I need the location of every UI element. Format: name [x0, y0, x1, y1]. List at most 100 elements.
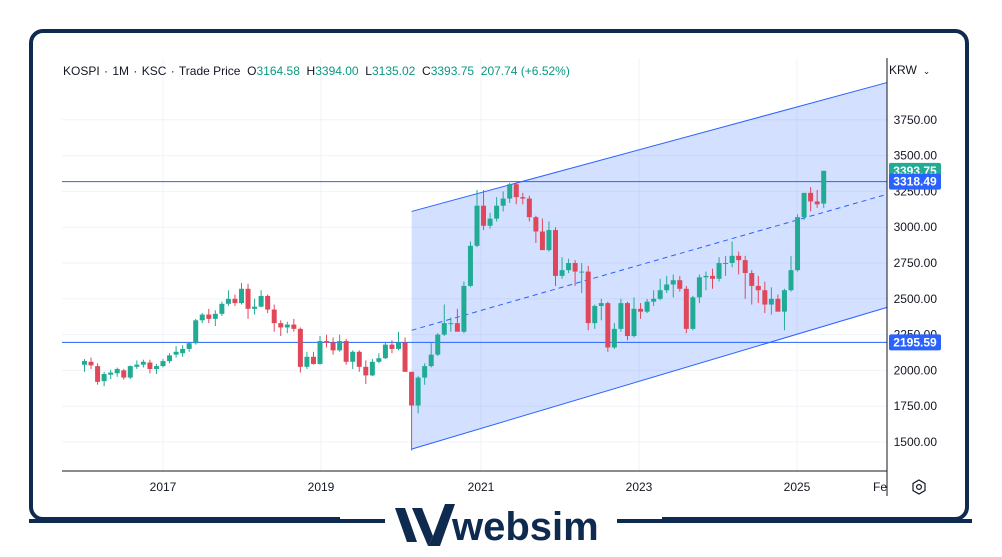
- candle-body: [101, 373, 107, 382]
- y-tick-label: 3000.00: [894, 220, 938, 234]
- chart-frame: [29, 29, 969, 521]
- currency-label: KRW: [889, 63, 917, 77]
- candle-body: [376, 358, 382, 362]
- candle-body: [428, 354, 434, 367]
- candle-body: [415, 377, 421, 406]
- candle-body: [396, 342, 401, 349]
- x-axis-labels: 2017 2019 2021 2023 2025 Fe: [150, 480, 888, 494]
- candle-body: [95, 366, 101, 382]
- candle-body: [206, 314, 212, 319]
- x-tick-label: 2021: [468, 480, 495, 494]
- candle-body: [762, 290, 768, 305]
- candle-body: [467, 245, 473, 286]
- candle-body: [821, 170, 827, 204]
- x-tick-label: 2017: [150, 480, 177, 494]
- candle-body: [487, 218, 493, 226]
- candle-body: [664, 284, 670, 291]
- candle-body: [108, 372, 114, 375]
- open-label: O: [247, 64, 257, 78]
- candle-body: [631, 308, 637, 337]
- candle-body: [369, 361, 375, 376]
- candle-body: [258, 295, 264, 307]
- symbol-label[interactable]: KOSPI: [63, 64, 100, 78]
- candle-body: [618, 303, 624, 329]
- high-value: 3394.00: [315, 64, 359, 78]
- candle-body: [638, 308, 644, 312]
- candle-body: [454, 323, 460, 332]
- candle-body: [710, 275, 715, 279]
- candle-body: [140, 361, 146, 365]
- candle-body: [186, 343, 192, 349]
- candle-body: [265, 295, 271, 310]
- candle-body: [572, 263, 578, 272]
- candle-body: [167, 355, 173, 362]
- candle-body: [526, 198, 532, 218]
- candle-body: [180, 348, 186, 354]
- change-value: 207.74 (+6.52%): [480, 64, 570, 78]
- close-label: C: [422, 64, 431, 78]
- websim-brand: websim: [29, 500, 972, 557]
- candle-body: [82, 361, 87, 365]
- settings-gear-icon[interactable]: [912, 479, 926, 495]
- y-tick-label: 1750.00: [894, 399, 938, 413]
- candle-body: [173, 351, 179, 355]
- candle-body: [520, 197, 526, 199]
- low-label: L: [365, 64, 372, 78]
- currency-selector[interactable]: KRW ⌄: [889, 63, 930, 77]
- candle-body: [553, 230, 558, 276]
- candle-body: [435, 334, 441, 355]
- candle-body: [278, 323, 284, 328]
- y-tick-label: 2500.00: [894, 292, 938, 306]
- candle-body: [716, 263, 722, 279]
- candle-body: [232, 298, 238, 304]
- low-value: 3135.02: [371, 64, 416, 78]
- grid-lines: [62, 58, 887, 471]
- x-tick-label: 2019: [308, 480, 335, 494]
- candle-body: [579, 271, 585, 273]
- candle-body: [441, 323, 447, 335]
- candle-body: [448, 323, 454, 325]
- candle-body: [605, 303, 611, 348]
- price-type-label: Trade Price: [178, 64, 241, 78]
- candle-body: [723, 263, 729, 264]
- channel-fill: [411, 82, 887, 450]
- y-tick-label: 3500.00: [894, 149, 938, 163]
- candle-body: [814, 201, 820, 205]
- candle-body: [598, 303, 604, 306]
- candle-body: [284, 324, 290, 328]
- candle-body: [696, 277, 702, 298]
- y-tick-label: 2750.00: [894, 256, 938, 270]
- chart-legend: KOSPI · 1M · KSC · Trade Price O3164.58 …: [63, 64, 570, 78]
- candle-body: [644, 301, 650, 312]
- x-tick-label: Fe: [873, 480, 887, 494]
- y-tick-label: 3750.00: [894, 113, 938, 127]
- upper-line-badge-bg: [889, 173, 941, 190]
- candle-body: [533, 217, 539, 232]
- candle-body: [703, 275, 709, 278]
- candle-body: [389, 344, 395, 349]
- candle-body: [729, 255, 735, 263]
- candle-body: [252, 306, 258, 309]
- candle-body: [592, 305, 598, 324]
- channel-middle-line: [411, 193, 888, 331]
- candle-body: [239, 288, 244, 304]
- candle-body: [461, 285, 467, 332]
- candle-body: [651, 298, 657, 302]
- candle-body: [795, 217, 801, 271]
- interval-label[interactable]: 1M: [112, 64, 130, 78]
- candle-body: [507, 184, 513, 199]
- candle-body: [422, 366, 428, 378]
- channel-lower-line: [411, 306, 888, 450]
- upper-line-badge: 3318.49: [893, 175, 937, 189]
- candles: [82, 170, 827, 451]
- candle-body: [324, 341, 330, 343]
- horizontal-lines: [62, 181, 887, 343]
- candle-body: [134, 364, 140, 367]
- candle-body: [297, 328, 303, 367]
- lower-line-badge-bg: [889, 334, 941, 351]
- candle-body: [742, 260, 748, 274]
- exchange-label: KSC: [141, 64, 167, 78]
- candle-body: [611, 328, 617, 348]
- candle-body: [121, 370, 127, 378]
